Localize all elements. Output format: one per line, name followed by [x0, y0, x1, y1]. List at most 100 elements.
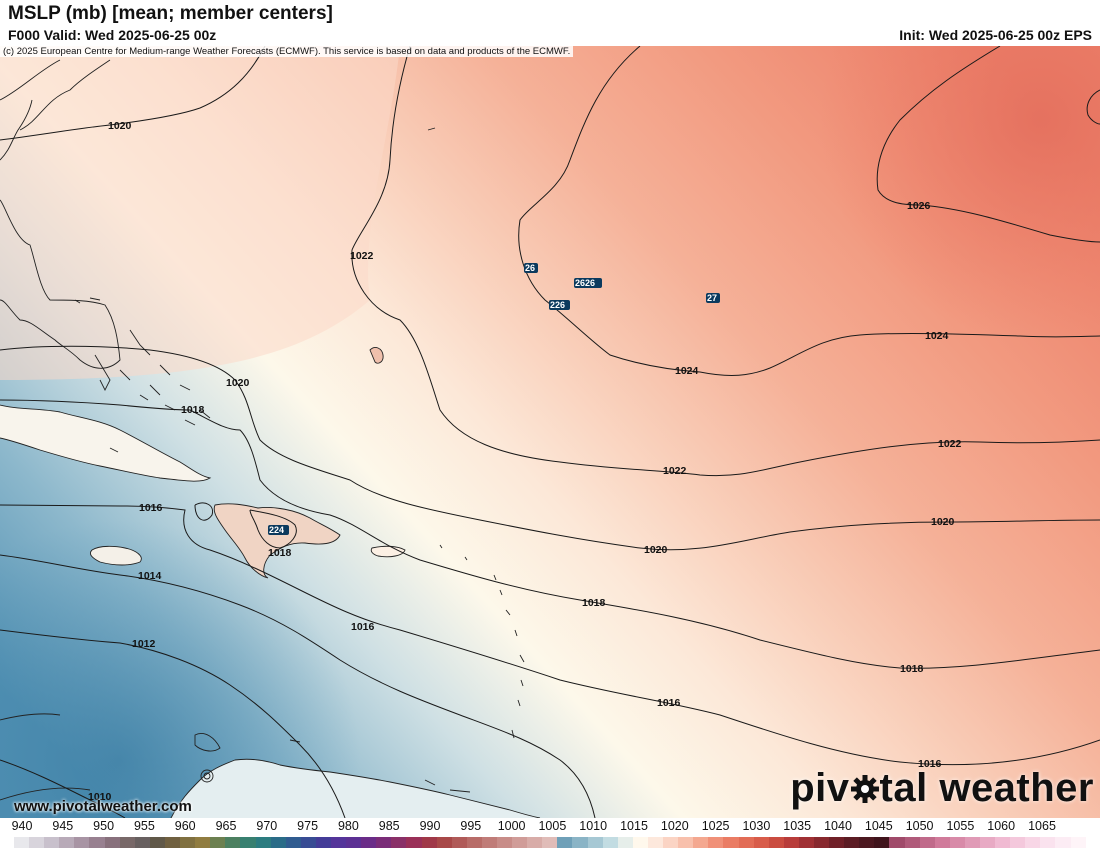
colorbar-swatch — [44, 837, 60, 848]
isobar-label: 1016 — [918, 758, 942, 770]
colorbar-swatch — [980, 837, 996, 848]
colorbar-swatch — [647, 837, 664, 848]
map-canvas: 1020 1022 1020 1018 1016 1018 1014 1012 … — [0, 46, 1100, 818]
colorbar-label: 990 — [419, 819, 441, 833]
isobar-label: 1018 — [582, 597, 606, 609]
colorbar-label: 940 — [11, 819, 33, 833]
colorbar-swatch — [919, 837, 935, 848]
colorbar-label: 975 — [297, 819, 319, 833]
isobar-label: 1020 — [108, 120, 132, 132]
isobar-label: 1022 — [663, 465, 687, 477]
colorbar-swatch — [995, 837, 1011, 848]
colorbar-swatch — [693, 837, 709, 848]
init-time: Init: Wed 2025-06-25 00z EPS — [899, 27, 1092, 43]
colorbar-label: 1050 — [905, 819, 934, 833]
colorbar-swatch — [406, 837, 422, 848]
colorbar-swatch — [572, 837, 588, 848]
colorbar-swatch — [904, 837, 920, 848]
colorbar-swatch — [164, 837, 181, 848]
colorbar-label: 960 — [174, 819, 196, 833]
isobar-label: 1018 — [181, 404, 205, 416]
colorbar-label: 950 — [93, 819, 115, 833]
colorbar-label: 995 — [460, 819, 482, 833]
colorbar-swatch — [859, 837, 875, 848]
colorbar-swatch — [829, 837, 845, 848]
colorbar-swatch — [149, 837, 165, 848]
colorbar-label: 1045 — [864, 819, 893, 833]
colorbar-label: 945 — [52, 819, 74, 833]
colorbar-label: 1015 — [620, 819, 648, 833]
pressure-map[interactable]: 1020 1022 1020 1018 1016 1018 1014 1012 … — [0, 46, 1100, 818]
svg-text:2626: 2626 — [575, 278, 595, 288]
colorbar-swatch — [300, 837, 316, 848]
colorbar-label: 985 — [378, 819, 400, 833]
isobar-label: 1020 — [226, 377, 250, 389]
colorbar-swatch — [678, 837, 694, 848]
colorbar-swatch — [361, 837, 377, 848]
copyright-notice: (c) 2025 European Centre for Medium-rang… — [0, 46, 574, 57]
colorbar-swatch — [632, 837, 648, 848]
svg-text:26: 26 — [525, 263, 535, 273]
isobar-label: 1016 — [351, 621, 375, 633]
colorbar-swatch — [768, 837, 784, 848]
isobar-label: 1012 — [132, 638, 156, 650]
isobar-label: 1024 — [925, 330, 949, 342]
colorbar-swatch — [315, 837, 331, 848]
colorbar-swatch — [330, 837, 347, 848]
colorbar-label: 970 — [256, 819, 278, 833]
header: MSLP (mb) [mean; member centers] F000 Va… — [0, 0, 1100, 46]
colorbar-swatch — [346, 837, 362, 848]
colorbar-swatch — [557, 837, 573, 848]
colorbar-label: 1035 — [783, 819, 812, 833]
colorbar-label: 980 — [337, 819, 359, 833]
colorbar-swatch — [74, 837, 90, 848]
colorbar-swatch — [119, 837, 135, 848]
member-centers: 26 2626 226 27 224 — [268, 263, 720, 535]
isobar-label: 1024 — [675, 365, 699, 377]
member-center-marker: 26 — [524, 263, 538, 273]
colorbar-swatch — [1025, 837, 1041, 848]
colorbar-swatch — [783, 837, 799, 848]
isobar-label: 1020 — [931, 516, 955, 528]
colorbar-swatch — [798, 837, 814, 848]
colorbar-swatch — [844, 837, 860, 848]
colorbar-swatch — [421, 837, 437, 848]
colorbar-swatch — [14, 837, 30, 848]
colorbar-swatch — [180, 837, 196, 848]
isobar-label: 1018 — [268, 547, 292, 559]
colorbar-swatch — [708, 837, 724, 848]
colorbar-label: 1025 — [701, 819, 730, 833]
colorbar-swatch — [723, 837, 739, 848]
colorbar-swatch — [376, 837, 392, 848]
member-center-marker: 27 — [706, 293, 720, 303]
colorbar-swatch — [270, 837, 286, 848]
colorbar-swatch — [195, 837, 211, 848]
isobar-label: 1016 — [139, 502, 163, 514]
member-center-marker: 224 — [268, 525, 289, 535]
colorbar-swatch — [1010, 837, 1026, 848]
colorbar-label: 955 — [133, 819, 155, 833]
isobar-label: 1026 — [907, 200, 931, 212]
svg-text:226: 226 — [550, 300, 565, 310]
isobar-label: 1014 — [138, 570, 162, 582]
colorbar-swatch — [738, 837, 754, 848]
colorbar-swatch — [59, 837, 75, 848]
colorbar-swatch — [813, 837, 830, 848]
colorbar-swatch — [512, 837, 528, 848]
colorbar-swatch — [481, 837, 497, 848]
isobar-label: 1022 — [938, 438, 962, 450]
colorbar-swatch — [1040, 837, 1056, 848]
colorbar-swatch — [874, 837, 890, 848]
colorbar-label: 1055 — [946, 819, 975, 833]
colorbar-swatch — [255, 837, 271, 848]
website-url[interactable]: www.pivotalweather.com — [14, 798, 192, 815]
isobar-label: 1010 — [88, 791, 112, 803]
colorbar-swatch — [134, 837, 150, 848]
isobars — [0, 46, 1100, 818]
colorbar-swatch — [542, 837, 558, 848]
colorbar-swatch — [285, 837, 301, 848]
colorbar-swatch — [889, 837, 905, 848]
colorbar-swatch — [1055, 837, 1071, 848]
colorbar-swatch — [451, 837, 467, 848]
brand-text-end: tal weather — [879, 766, 1094, 810]
